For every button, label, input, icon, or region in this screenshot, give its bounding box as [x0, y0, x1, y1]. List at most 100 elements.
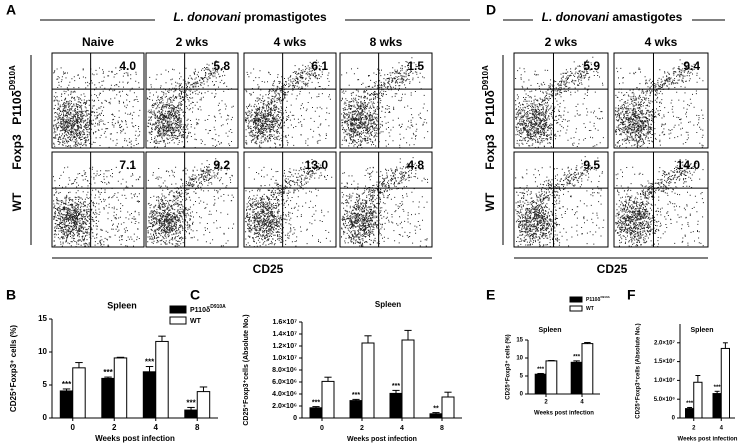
flow-dots	[515, 156, 605, 247]
x-tick-label: 0	[320, 425, 324, 432]
x-tick-label: 2	[692, 426, 696, 432]
x-axis-label: Weeks post infection	[95, 434, 175, 443]
bar	[581, 343, 594, 395]
y-axis-label: CD25⁺Foxp3⁺cells (Absolute No.)	[635, 323, 642, 418]
y-tick-label: 4.0×10⁶	[272, 391, 297, 398]
y-axis-label: CD25⁺Foxp3⁺ cells (%)	[9, 325, 18, 412]
flow-plot-frame	[513, 52, 609, 149]
y-tick-label: 1.5×10⁷	[654, 359, 676, 365]
flow-plot-frame	[51, 151, 145, 248]
title-italic: L. donovani	[173, 10, 241, 24]
bar	[545, 360, 558, 395]
title-italic: L. donovani	[542, 10, 610, 24]
panel-label: C	[190, 287, 200, 303]
y-tick-label: 1.0×10⁷	[273, 355, 298, 362]
x-tick-label: 8	[195, 423, 200, 432]
bar	[429, 413, 443, 419]
bar	[685, 408, 695, 419]
flow-dots	[53, 166, 141, 247]
significance-label: ***	[103, 368, 113, 377]
y-tick-label: 5	[520, 374, 524, 380]
x-tick-label: 2	[544, 400, 548, 406]
x-axis-label: Weeks post infection	[678, 437, 738, 443]
bar	[534, 373, 547, 395]
row-label-sup: D910A	[8, 65, 17, 90]
flow-dots	[515, 56, 604, 149]
bar	[113, 357, 128, 419]
legend-sup: D910A	[210, 304, 226, 310]
x-tick-label: 4	[400, 425, 404, 432]
bar	[389, 392, 403, 419]
chart-title: Spleen	[375, 300, 401, 309]
bar	[712, 393, 722, 419]
panel-title: L. donovani amastigotes	[542, 10, 683, 24]
column-header: 4 wks	[274, 35, 307, 49]
title-text: promastigotes	[244, 10, 327, 24]
column-header: 2 wks	[176, 35, 209, 49]
legend-sup: D910A	[600, 295, 610, 299]
legend-name: P110δ	[190, 307, 210, 314]
row-label: WT	[483, 192, 497, 211]
x-axis-label: Weeks post infection	[347, 436, 417, 443]
flow-dots	[615, 59, 704, 148]
flow-dots	[147, 158, 235, 247]
row-label: WT	[10, 192, 24, 211]
y-tick-label: 15	[38, 314, 47, 323]
legend-label: WT	[190, 318, 202, 325]
y-tick-label: 2.0×10⁷	[654, 340, 676, 346]
significance-label: ***	[145, 358, 155, 367]
y-tick-label: 1.2×10⁷	[273, 343, 298, 350]
panel-label: D	[486, 2, 496, 18]
legend-name: P110δ	[586, 297, 600, 303]
row-label-sup: D910A	[481, 65, 490, 90]
row-label: P110δD910A	[8, 65, 24, 125]
row-label-main: P110δ	[10, 90, 24, 125]
bar	[349, 400, 363, 419]
y-tick-label: 0	[293, 415, 297, 422]
legend-swatch	[169, 316, 187, 325]
legend-label: WT	[586, 306, 594, 312]
x-tick-label: 8	[440, 425, 444, 432]
quadrant-value: 1.5	[407, 59, 424, 73]
legend-swatch	[569, 296, 583, 303]
quadrant-value: 9.2	[213, 158, 230, 172]
chart-title: Spleen	[107, 300, 137, 310]
y-tick-label: 10	[516, 356, 523, 362]
bar	[184, 409, 198, 419]
bar	[693, 381, 703, 419]
flow-dots	[147, 60, 234, 148]
bar	[441, 396, 455, 419]
quadrant-value: 5.9	[583, 59, 600, 73]
bar	[196, 391, 211, 419]
row-label-main: WT	[483, 192, 497, 211]
title-text: amastigotes	[612, 10, 682, 24]
x-axis-label: Weeks post infection	[534, 411, 594, 417]
y-tick-label: 0	[520, 392, 524, 398]
legend-name: WT	[190, 318, 202, 325]
y-tick-label: 5.0×10⁶	[654, 397, 676, 403]
flow-plot-frame	[613, 52, 709, 149]
significance-label: ***	[186, 399, 196, 408]
y-tick-label: 6.0×10⁶	[272, 379, 297, 386]
bar	[72, 367, 86, 419]
quadrant-value: 9.4	[683, 59, 700, 73]
panel-label: B	[6, 287, 16, 303]
significance-label: ***	[352, 392, 360, 399]
quadrant-value: 7.1	[119, 158, 136, 172]
y-tick-label: 2.0×10⁶	[272, 403, 297, 410]
y-tick-label: 0	[43, 413, 48, 422]
chart-title: Spleen	[539, 327, 562, 334]
column-header: 4 wks	[645, 35, 678, 49]
x-tick-label: 4	[154, 423, 159, 432]
y-tick-label: 1.6×10⁷	[273, 319, 298, 326]
bar	[361, 342, 375, 419]
column-header: 2 wks	[545, 35, 578, 49]
y-axis-label: CD25⁺Foxp3⁺ cells (%)	[505, 334, 512, 399]
significance-label: ***	[392, 383, 400, 390]
y-tick-label: 0	[672, 416, 676, 422]
significance-label: **	[433, 405, 439, 412]
quadrant-value: 9.5	[583, 158, 600, 172]
y-tick-label: 5	[43, 380, 48, 389]
significance-label: ***	[686, 401, 694, 407]
